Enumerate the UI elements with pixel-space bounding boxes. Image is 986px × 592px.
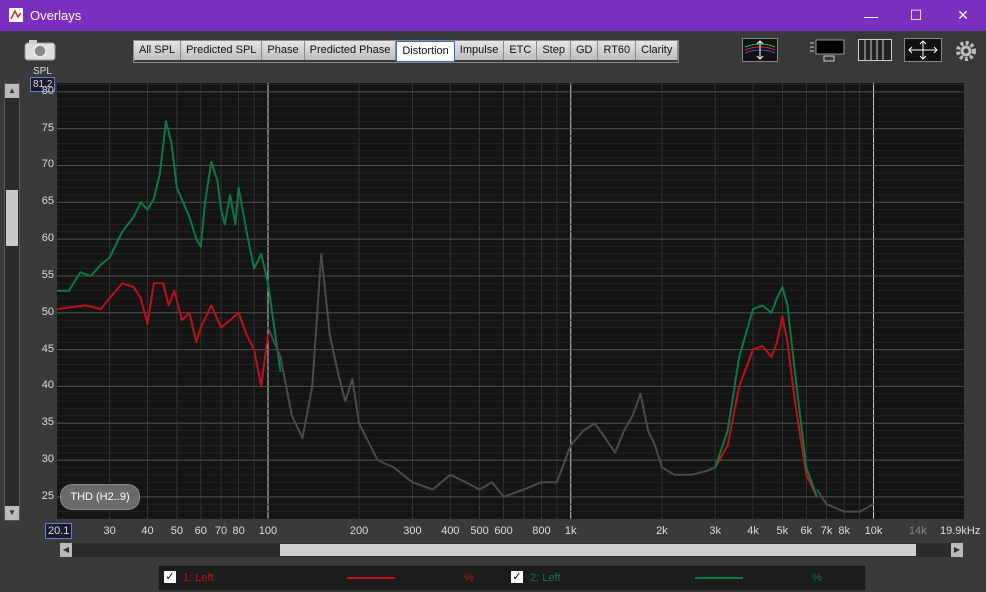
tab-predicted-spl[interactable]: Predicted SPL: [181, 41, 263, 60]
x-tick-label: 600: [494, 525, 513, 537]
tab-impulse[interactable]: Impulse: [454, 41, 505, 60]
x-tick-label: 200: [349, 525, 369, 537]
trace-height-icon[interactable]: [808, 38, 846, 62]
x-tick-label: 300: [403, 525, 422, 537]
x-tick-label: 3k: [709, 525, 721, 537]
window-title: Overlays: [30, 8, 82, 23]
legend: ✓ 1: Left % ✓ 2: Left %: [158, 565, 866, 591]
columns-icon[interactable]: [858, 39, 892, 61]
legend-2-line: [695, 577, 743, 579]
x-tick-label: 8k: [838, 525, 850, 537]
legend-2-label: 2: Left: [530, 572, 561, 584]
y-tick-label: 45: [41, 342, 54, 355]
y-tick-label: 70: [41, 158, 54, 171]
x-cursor-value[interactable]: 20.1: [45, 523, 73, 539]
x-tick-label: 400: [441, 525, 460, 537]
legend-1-line: [347, 577, 395, 579]
trace-4: [714, 286, 818, 498]
trace-5: [816, 488, 874, 513]
scroll-left-icon[interactable]: ◀: [60, 543, 72, 557]
scroll-down-icon[interactable]: ▼: [5, 506, 19, 520]
graph-tabs: All SPL Predicted SPL Phase Predicted Ph…: [133, 40, 680, 63]
horizontal-scroll-thumb[interactable]: [280, 544, 916, 556]
gear-icon[interactable]: [954, 39, 978, 63]
tab-rt60[interactable]: RT60: [598, 41, 637, 60]
tab-predicted-phase[interactable]: Predicted Phase: [304, 41, 397, 60]
x-axis-end-label: 19.9kHz: [940, 525, 981, 537]
tab-gd[interactable]: GD: [570, 41, 599, 60]
app-icon: [9, 8, 23, 22]
legend-1-label: 1: Left: [183, 572, 214, 584]
vertical-scroll-thumb[interactable]: [6, 190, 18, 246]
trace-2: [267, 252, 716, 498]
y-axis-label: SPL: [33, 66, 52, 77]
x-tick-label: 4k: [747, 525, 759, 537]
y-tick-label: 50: [41, 305, 54, 318]
y-tick-label: 30: [41, 453, 54, 466]
y-tick-label: 60: [41, 232, 54, 245]
distortion-plot[interactable]: [57, 83, 964, 519]
trace-0: [57, 282, 269, 388]
x-tick-label: 10k: [864, 525, 883, 537]
x-tick-label: 500: [470, 525, 489, 537]
y-tick-label: 35: [41, 416, 54, 429]
y-cursor-value[interactable]: 81.2: [30, 77, 56, 92]
minimize-button[interactable]: —: [864, 7, 878, 24]
vertical-scrollbar[interactable]: ▲ ▼: [4, 83, 20, 521]
maximize-button[interactable]: ☐: [909, 7, 923, 23]
window-title-bar: Overlays — ☐ ✕: [0, 0, 986, 31]
thd-button[interactable]: THD (H2..9): [60, 484, 140, 510]
close-button[interactable]: ✕: [957, 7, 969, 23]
tab-step[interactable]: Step: [537, 41, 571, 60]
x-tick-label: 800: [532, 525, 551, 537]
legend-1-unit: %: [464, 572, 474, 584]
tab-phase[interactable]: Phase: [262, 41, 305, 60]
x-tick-label: 40: [141, 525, 154, 537]
y-tick-label: 55: [41, 268, 54, 281]
tab-clarity[interactable]: Clarity: [636, 41, 679, 60]
y-tick-label: 65: [41, 195, 54, 208]
x-tick-label: 6k: [800, 525, 813, 537]
tab-distortion[interactable]: Distortion: [396, 41, 455, 62]
trace-3: [714, 315, 818, 498]
x-tick-label: 14k: [908, 525, 927, 537]
y-tick-label: 75: [41, 121, 54, 134]
trace-arrange-icon[interactable]: [742, 38, 778, 62]
y-tick-label: 40: [41, 379, 54, 392]
x-tick-label: 80: [232, 525, 245, 537]
y-tick-label: 80: [41, 84, 54, 97]
legend-2-unit: %: [812, 572, 822, 584]
x-tick-label: 1k: [564, 525, 577, 537]
x-tick-label: 100: [258, 525, 278, 537]
x-tick-label: 30: [103, 525, 116, 537]
x-tick-label: 2k: [656, 525, 668, 537]
scroll-right-icon[interactable]: ▶: [951, 543, 963, 557]
scroll-up-icon[interactable]: ▲: [5, 84, 19, 98]
x-tick-label: 50: [170, 525, 183, 537]
y-tick-label: 25: [41, 489, 54, 502]
x-tick-label: 70: [214, 525, 228, 537]
trace-1: [57, 120, 282, 372]
camera-icon[interactable]: [24, 39, 56, 61]
tab-all-spl[interactable]: All SPL: [134, 41, 182, 60]
horizontal-scrollbar[interactable]: ◀ ▶: [60, 543, 963, 557]
x-tick-label: 5k: [776, 525, 789, 537]
legend-2-checkbox[interactable]: ✓: [511, 571, 523, 583]
toolbar: All SPL Predicted SPL Phase Predicted Ph…: [0, 31, 986, 71]
x-tick-label: 7k: [820, 525, 833, 537]
legend-1-checkbox[interactable]: ✓: [164, 571, 176, 583]
tab-etc[interactable]: ETC: [504, 41, 538, 60]
fit-view-icon[interactable]: [904, 38, 942, 62]
x-tick-label: 60: [194, 525, 207, 537]
